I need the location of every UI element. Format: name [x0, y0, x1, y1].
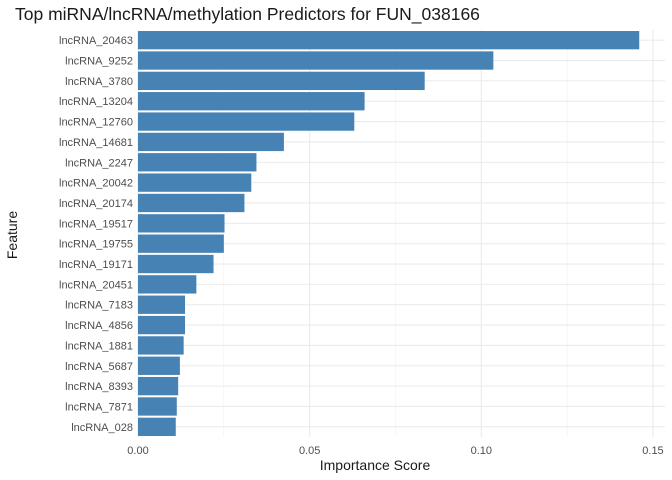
- y-tick-label: lncRNA_20451: [59, 279, 133, 291]
- y-axis-title: Feature: [4, 211, 20, 259]
- bar-lncRNA_028: [138, 417, 176, 436]
- y-tick-label: lncRNA_12760: [59, 117, 133, 129]
- bar-lncRNA_20451: [138, 275, 197, 294]
- y-tick-label: lncRNA_4856: [65, 320, 133, 332]
- y-tick-label: lncRNA_7183: [65, 300, 133, 312]
- bar-lncRNA_1881: [138, 336, 184, 355]
- x-tick-label: 0.00: [127, 445, 148, 457]
- x-tick-label: 0.10: [471, 445, 492, 457]
- bar-lncRNA_19755: [138, 234, 224, 253]
- bar-lncRNA_19171: [138, 254, 214, 274]
- y-tick-label: lncRNA_028: [71, 422, 133, 434]
- chart-title: Top miRNA/lncRNA/methylation Predictors …: [15, 4, 480, 25]
- bar-lncRNA_13204: [138, 92, 365, 111]
- bar-lncRNA_19517: [138, 214, 225, 233]
- y-tick-label: lncRNA_7871: [65, 401, 133, 413]
- y-tick-label: lncRNA_2247: [65, 157, 133, 169]
- y-tick-label: lncRNA_20042: [59, 178, 133, 190]
- x-tick-label: 0.15: [642, 445, 663, 457]
- bar-lncRNA_7871: [138, 397, 177, 416]
- bar-lncRNA_9252: [138, 51, 494, 70]
- y-tick-labels: lncRNA_20463 lncRNA_9252 lncRNA_3780 lncRNA…: [59, 35, 133, 434]
- y-tick-label: lncRNA_3780: [65, 76, 133, 88]
- bar-lncRNA_20463: [138, 31, 640, 50]
- y-tick-label: lncRNA_20463: [59, 35, 133, 47]
- y-tick-label: lncRNA_20174: [59, 198, 133, 210]
- bars: [138, 31, 640, 436]
- y-tick-label: lncRNA_13204: [59, 96, 133, 108]
- y-tick-label: lncRNA_14681: [59, 137, 133, 149]
- y-tick-label: lncRNA_19517: [59, 218, 133, 230]
- bar-lncRNA_20042: [138, 173, 252, 192]
- y-tick-label: lncRNA_5687: [65, 361, 133, 373]
- bar-lncRNA_3780: [138, 71, 425, 91]
- y-tick-label: lncRNA_8393: [65, 381, 133, 393]
- bar-lncRNA_4856: [138, 315, 186, 335]
- x-tick-labels: 0.00 0.05 0.10 0.15: [127, 445, 663, 457]
- x-axis-title: Importance Score: [320, 457, 431, 473]
- grid: [137, 30, 665, 437]
- bar-lncRNA_7183: [138, 295, 186, 314]
- y-tick-label: lncRNA_19171: [59, 259, 133, 271]
- y-tick-label: lncRNA_19755: [59, 239, 133, 251]
- bar-lncRNA_8393: [138, 376, 179, 396]
- bar-lncRNA_2247: [138, 153, 257, 172]
- bar-lncRNA_5687: [138, 356, 180, 375]
- bar-lncRNA_20174: [138, 193, 245, 213]
- y-tick-label: lncRNA_1881: [65, 340, 133, 352]
- x-tick-label: 0.05: [299, 445, 320, 457]
- bar-lncRNA_12760: [138, 112, 355, 131]
- bar-lncRNA_14681: [138, 132, 284, 152]
- y-tick-label: lncRNA_9252: [65, 56, 133, 68]
